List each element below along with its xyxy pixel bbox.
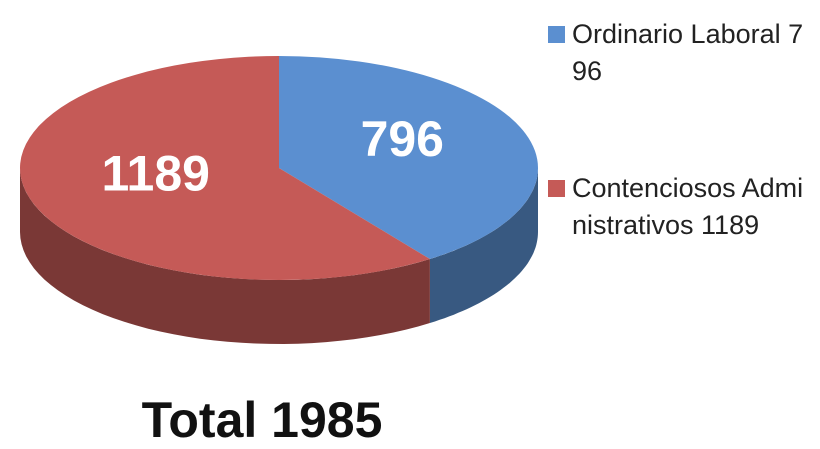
legend-label: Contenciosos Administrativos 1189 [572, 173, 804, 240]
data-label: 1189 [101, 145, 209, 201]
slice [20, 56, 430, 280]
legend-item: Contenciosos Administrativos 1189 [548, 170, 810, 244]
legend-item: Ordinario Laboral 796 [548, 16, 810, 90]
legend-swatch [548, 180, 565, 197]
legend-swatch [548, 26, 565, 43]
data-label: 796 [361, 111, 444, 167]
slice-side [20, 168, 430, 344]
legend-label: Ordinario Laboral 796 [572, 19, 804, 86]
slice-side [429, 168, 538, 323]
slice [279, 56, 539, 260]
chart-title: Total 1985 [142, 392, 383, 448]
